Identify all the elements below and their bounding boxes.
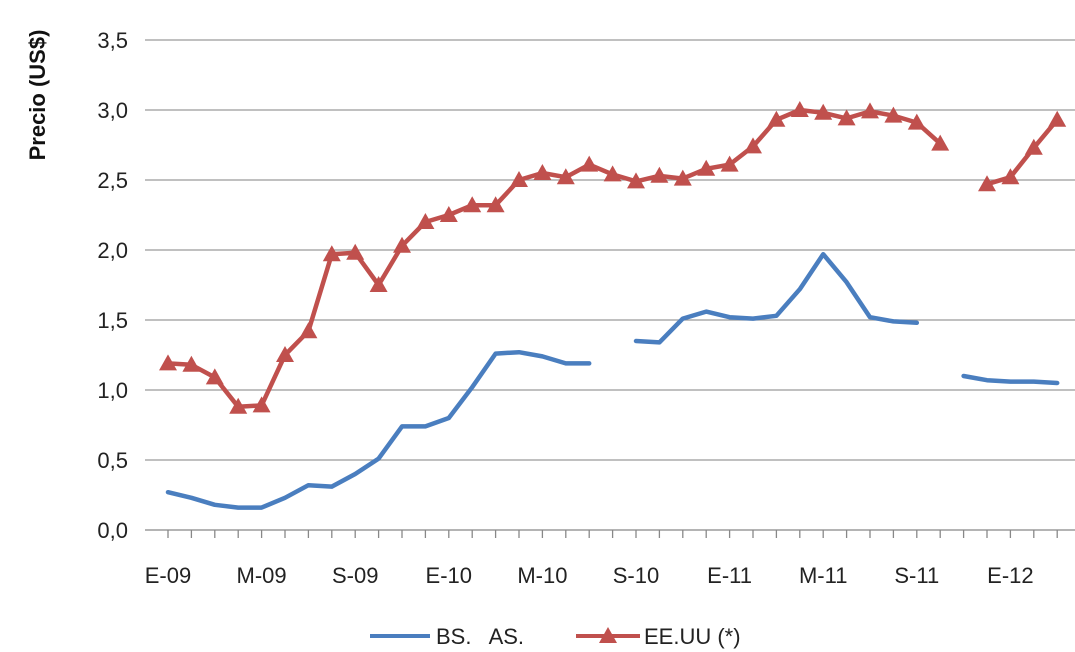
data-point	[884, 106, 903, 123]
x-tick-label: M-10	[517, 563, 567, 588]
y-tick-labels: 0,0 0,5 1,0 1,5 2,0 2,5 3,0 3,5	[97, 28, 128, 543]
series-eeuu	[159, 101, 1067, 414]
series-line	[961, 373, 1060, 386]
x-tick-label: M-11	[799, 563, 848, 588]
data-point	[159, 354, 177, 371]
x-tick-label: S-11	[894, 563, 939, 588]
gridlines	[145, 39, 1075, 531]
series-layer	[159, 101, 1067, 510]
y-tick-label: 0,5	[97, 448, 128, 473]
data-point	[1048, 110, 1067, 127]
series-bsas	[165, 251, 1060, 510]
data-point	[1001, 168, 1020, 185]
x-tick-label: E-10	[426, 563, 472, 588]
data-point	[767, 110, 786, 127]
data-point	[978, 175, 996, 192]
y-tick-label: 1,0	[97, 378, 128, 403]
legend: BS. AS. EE.UU (*)	[370, 624, 741, 649]
legend-label-eeuu: EE.UU (*)	[644, 624, 741, 649]
data-point	[486, 196, 505, 213]
x-tick-label: E-12	[987, 563, 1033, 588]
x-tick-labels: E-09 M-09 S-09 E-10 M-10 S-10 E-11 M-11 S-11 E-12	[145, 530, 1058, 588]
series-line	[165, 349, 592, 510]
data-point	[603, 165, 622, 182]
data-point	[369, 276, 388, 292]
data-point	[814, 103, 833, 120]
series-line	[984, 117, 1060, 187]
data-point	[744, 137, 762, 154]
series-line	[165, 107, 943, 410]
data-point	[252, 396, 271, 413]
data-point	[580, 155, 599, 172]
x-tick-label: S-10	[613, 563, 659, 588]
y-tick-label: 2,0	[97, 238, 128, 263]
data-point	[229, 397, 248, 414]
x-tick-label: M-09	[237, 563, 287, 588]
legend-label-bsas: BS. AS.	[436, 624, 524, 649]
data-point	[205, 368, 224, 385]
data-point	[393, 236, 411, 253]
data-point	[931, 134, 950, 151]
x-tick-label: E-11	[707, 563, 752, 588]
data-point	[533, 164, 552, 180]
data-point	[627, 172, 645, 189]
y-axis-title: Precio (US$)	[25, 30, 50, 161]
data-point	[299, 322, 318, 339]
data-point	[416, 213, 435, 229]
y-tick-label: 2,5	[97, 168, 128, 193]
data-point	[837, 109, 856, 126]
data-point	[697, 159, 716, 176]
y-tick-label: 1,5	[97, 308, 128, 333]
data-point	[510, 171, 528, 187]
data-point	[673, 169, 692, 186]
data-point	[650, 166, 669, 183]
data-point	[1024, 138, 1043, 155]
data-point	[182, 355, 201, 372]
data-point	[463, 196, 482, 213]
series-line	[633, 251, 920, 345]
x-tick-label: E-09	[145, 563, 191, 588]
y-tick-label: 3,0	[97, 98, 128, 123]
data-point	[790, 101, 809, 117]
x-tick-label: S-09	[332, 563, 378, 588]
data-point	[322, 245, 341, 262]
data-point	[276, 346, 294, 362]
data-point	[439, 206, 458, 222]
data-point	[556, 168, 575, 185]
data-point	[346, 243, 365, 260]
data-point	[907, 113, 926, 130]
legend-marker-eeuu	[599, 627, 617, 643]
data-point	[720, 155, 739, 172]
y-tick-label: 0,0	[97, 518, 128, 543]
y-tick-label: 3,5	[97, 28, 128, 53]
data-point	[861, 102, 879, 119]
